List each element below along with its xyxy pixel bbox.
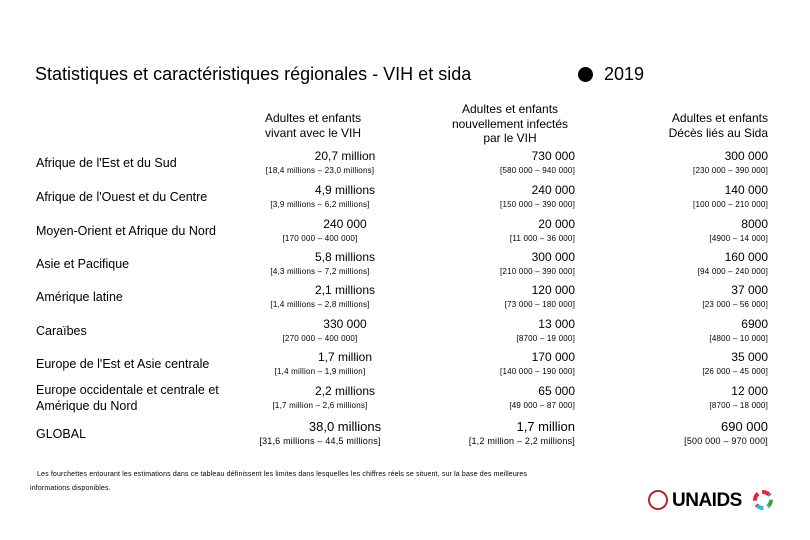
range: [580 000 – 940 000] [500, 166, 575, 175]
value: 13 000 [538, 317, 575, 331]
value: 160 000 [724, 250, 768, 264]
title: Statistiques et caractéristiques régiona… [35, 64, 472, 84]
value: 690 000 [721, 419, 768, 434]
value: 12 000 [731, 384, 768, 398]
value: 8000 [741, 217, 768, 231]
value: 65 000 [538, 384, 575, 398]
value: 2,2 millions [314, 384, 376, 398]
value: 300 000 [531, 250, 575, 264]
range: [1,4 millions – 2,8 millions] [270, 300, 370, 309]
range: [1,2 million – 2,2 millions] [468, 436, 575, 446]
range: [1,4 million – 1,9 million] [274, 367, 366, 376]
region: Afrique de l'Ouest et du Centre [36, 190, 208, 204]
region: Afrique de l'Est et du Sud [36, 156, 177, 170]
range: [150 000 – 390 000] [500, 200, 575, 209]
range: [23 000 – 56 000] [702, 300, 768, 309]
value: 330 000 [323, 317, 367, 331]
sdg-wheel [753, 490, 773, 510]
year: 2019 [604, 64, 645, 84]
range: [4,3 millions – 7,2 millions] [270, 267, 370, 276]
value: 1,7 million [516, 419, 575, 434]
region: Caraïbes [36, 324, 87, 338]
range: [170 000 – 400 000] [282, 234, 358, 243]
region: Europe occidentale et centrale et Amériq… [36, 383, 219, 413]
range: [500 000 – 970 000] [684, 436, 768, 446]
value: 37 000 [731, 283, 768, 297]
value: 4,9 millions [314, 183, 376, 197]
range: [18,4 millions – 23,0 millions] [265, 166, 375, 175]
region: Asie et Pacifique [36, 257, 130, 271]
range: [8700 – 18 000] [709, 401, 768, 410]
footnote: Les fourchettes entourant les estimation… [37, 471, 528, 478]
value: 240 000 [323, 217, 367, 231]
range: [11 000 – 36 000] [509, 234, 575, 243]
range: [230 000 – 390 000] [693, 166, 768, 175]
region: Europe de l'Est et Asie centrale [36, 357, 210, 371]
column-header: Adultes et enfants [461, 102, 559, 116]
range: [4800 – 10 000] [709, 334, 768, 343]
logo: UNAIDS [672, 490, 742, 511]
value: 1,7 million [317, 350, 373, 364]
range: [49 000 – 87 000] [509, 401, 575, 410]
range: [26 000 – 45 000] [702, 367, 768, 376]
range: [270 000 – 400 000] [282, 334, 358, 343]
range: [140 000 – 190 000] [500, 367, 575, 376]
column-header: nouvellement infectés [451, 116, 569, 131]
value: 300 000 [724, 149, 768, 163]
range: [31,6 millions – 44,5 millions] [259, 436, 381, 446]
value: 20,7 million [314, 149, 376, 163]
dot-icon [578, 67, 593, 82]
value: 6900 [741, 317, 768, 331]
value: 120 000 [531, 283, 575, 297]
value: 20 000 [538, 217, 575, 231]
region: Amérique latine [36, 290, 123, 304]
range: [210 000 – 390 000] [500, 267, 575, 276]
column-header: Adultes et enfants [671, 111, 768, 125]
un-emblem [648, 490, 668, 510]
range: [1,7 million – 2,6 millions] [272, 401, 368, 410]
region: Moyen-Orient et Afrique du Nord [36, 224, 216, 238]
value: 730 000 [531, 149, 575, 163]
region: GLOBAL [36, 427, 87, 441]
range: [4900 – 14 000] [709, 234, 768, 243]
range: [94 000 – 240 000] [697, 267, 768, 276]
value: 35 000 [731, 350, 768, 364]
value: 2,1 millions [314, 283, 376, 297]
column-header: Adultes et enfants [265, 111, 362, 125]
value: 170 000 [531, 350, 575, 364]
range: [8700 – 19 000] [516, 334, 575, 343]
footnote: informations disponibles. [30, 485, 111, 492]
column-header: par le VIH [483, 131, 537, 145]
range: [3,9 millions – 6,2 millions] [270, 200, 370, 209]
value: 38,0 millions [308, 419, 382, 434]
column-header: Décès liés au Sida [668, 125, 768, 140]
range: [100 000 – 210 000] [693, 200, 768, 209]
value: 5,8 millions [314, 250, 376, 264]
range: [73 000 – 180 000] [504, 300, 575, 309]
column-header: vivant avec le VIH [265, 125, 362, 140]
value: 140 000 [724, 183, 768, 197]
value: 240 000 [531, 183, 575, 197]
